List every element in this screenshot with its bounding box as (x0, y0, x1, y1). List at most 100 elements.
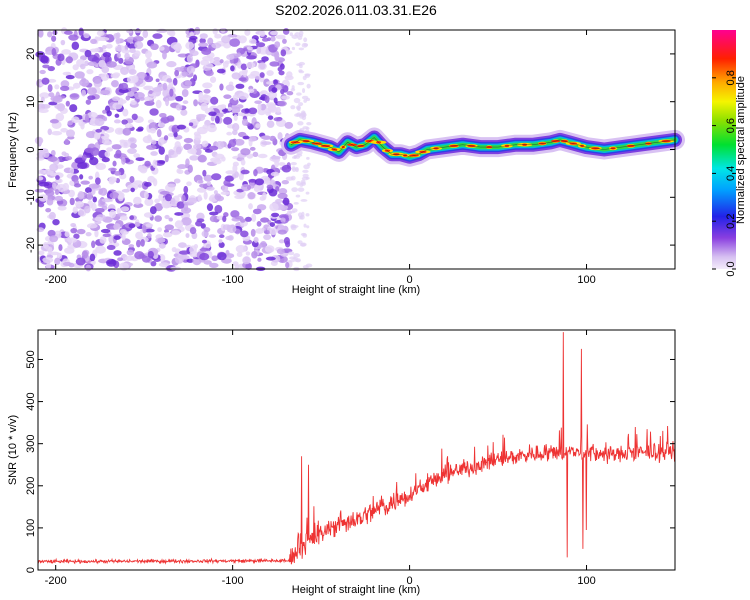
noise-blob (260, 90, 268, 95)
noise-blob (171, 246, 177, 253)
noise-blob (259, 72, 265, 78)
noise-blob (164, 229, 169, 234)
noise-blob (106, 259, 117, 267)
noise-blob (80, 122, 85, 130)
noise-blob (257, 257, 262, 262)
noise-blob (37, 151, 46, 159)
noise-blob (134, 251, 145, 260)
noise-blob (248, 178, 257, 183)
noise-blob (158, 262, 170, 268)
noise-blob (51, 131, 63, 136)
noise-blob (173, 178, 181, 184)
noise-blob (206, 203, 214, 212)
noise-blob (242, 256, 251, 265)
noise-blob (157, 122, 166, 128)
noise-blob (187, 148, 197, 154)
noise-blob (225, 249, 230, 256)
noise-blob (252, 208, 262, 215)
noise-blob (144, 160, 151, 167)
noise-blob (48, 92, 55, 98)
noise-blob (60, 80, 70, 88)
noise-blob (47, 31, 53, 38)
noise-blob (266, 184, 274, 190)
noise-blob (260, 135, 271, 140)
noise-blob (166, 115, 175, 122)
noise-blob (302, 126, 309, 130)
noise-blob (269, 227, 277, 236)
noise-blob (297, 121, 304, 126)
noise-blob (98, 36, 110, 41)
noise-blob (227, 34, 238, 38)
noise-blob (166, 61, 177, 68)
noise-blob (48, 211, 56, 220)
snr-y-tick-label: 300 (25, 435, 37, 453)
noise-blob (264, 245, 275, 253)
noise-blob (163, 203, 172, 208)
noise-blob (147, 250, 154, 259)
noise-blob (246, 185, 252, 191)
noise-blob (51, 48, 57, 56)
noise-blob (47, 78, 57, 83)
noise-blob (110, 73, 116, 78)
noise-blob (84, 60, 89, 67)
noise-blob (251, 213, 257, 222)
noise-blob (214, 115, 220, 124)
noise-blob (265, 256, 276, 261)
noise-blob (79, 174, 84, 180)
noise-blob (303, 223, 307, 228)
noise-blob (208, 234, 217, 238)
noise-blob (39, 69, 46, 75)
noise-blob (296, 105, 301, 112)
noise-blob (197, 154, 207, 163)
noise-blob (102, 45, 107, 50)
noise-blob (241, 118, 249, 126)
noise-blob (232, 161, 239, 167)
noise-blob (237, 112, 246, 117)
noise-blob (152, 178, 158, 187)
noise-blob (145, 223, 154, 228)
noise-blob (201, 140, 209, 147)
noise-blob (214, 193, 222, 201)
noise-blob (143, 212, 153, 218)
noise-blob (181, 88, 189, 98)
noise-blob (72, 64, 79, 71)
noise-blob (270, 155, 281, 160)
noise-blob (137, 165, 148, 173)
noise-blob (263, 234, 272, 241)
noise-blob (230, 65, 235, 72)
noise-blob (72, 82, 81, 89)
noise-blob (122, 108, 129, 117)
noise-blob (87, 95, 96, 101)
noise-blob (199, 183, 208, 188)
noise-blob (226, 131, 233, 136)
spectrogram-y-ticks: -20 -10 0 10 20 (25, 48, 675, 253)
noise-blob (80, 180, 90, 185)
noise-blob (297, 212, 303, 218)
noise-blob (259, 196, 266, 201)
noise-blob (235, 244, 247, 253)
noise-blob (131, 75, 139, 83)
noise-blob (100, 228, 111, 234)
noise-blob (223, 94, 232, 99)
noise-blob (206, 186, 215, 191)
noise-blob (266, 120, 275, 128)
noise-blob (101, 198, 113, 203)
noise-blob (152, 33, 163, 39)
noise-blob (54, 195, 64, 202)
noise-blob (251, 250, 258, 259)
noise-blob (111, 96, 121, 102)
noise-blob (259, 103, 267, 111)
noise-blob (300, 199, 308, 202)
noise-blob (113, 235, 121, 240)
noise-blob (178, 250, 190, 255)
noise-blob (182, 100, 189, 105)
noise-blob (51, 182, 57, 189)
noise-blob (46, 198, 54, 206)
noise-blob (133, 153, 141, 158)
noise-blob (194, 26, 201, 35)
noise-blob (95, 245, 106, 254)
noise-blob (274, 160, 280, 168)
noise-blob (42, 64, 50, 69)
noise-blob (102, 52, 111, 58)
noise-blob (157, 160, 166, 164)
